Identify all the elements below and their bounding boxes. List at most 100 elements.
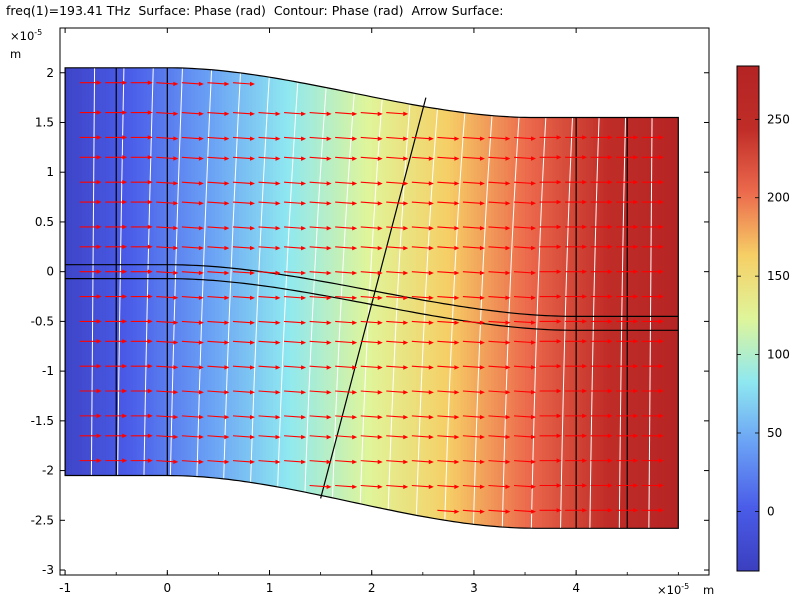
arrow-head (352, 270, 358, 276)
arrow (309, 365, 332, 370)
arrow (232, 136, 255, 141)
phase-surface-strip (334, 67, 339, 529)
arrow-head (531, 484, 537, 489)
arrow (641, 413, 664, 419)
arrow-head (428, 365, 434, 370)
phase-surface-strip (204, 67, 209, 529)
arrow (105, 433, 128, 438)
phase-surface-strip (112, 67, 117, 529)
domain-outline (64, 67, 679, 529)
phase-surface-strip (293, 67, 298, 529)
arrow (462, 365, 485, 370)
arrow-shaft (309, 156, 328, 160)
phase-surface-strip (279, 67, 284, 529)
arrow-shaft (335, 111, 354, 115)
arrow-head (326, 415, 332, 420)
arrow-shaft (513, 246, 533, 249)
arrow (232, 81, 255, 87)
phase-surface-strip (71, 67, 76, 529)
arrow-head (479, 295, 485, 301)
arrow-head (377, 245, 383, 251)
arrow (590, 269, 613, 274)
arrow-head (326, 295, 332, 301)
arrow-head (249, 111, 255, 117)
arrow-head (147, 80, 153, 85)
phase-surface-strip (572, 67, 577, 529)
phase-surface-strip (157, 67, 162, 529)
arrow-head (96, 319, 102, 324)
phase-surface-strip (266, 67, 271, 529)
arrow-head (224, 201, 230, 206)
arrow (130, 155, 153, 160)
arrow-shaft (284, 435, 303, 438)
arrow-shaft (181, 226, 200, 229)
contour-line (331, 71, 357, 521)
arrow-head (607, 458, 613, 463)
arrow (156, 414, 179, 420)
arrow-head (147, 110, 153, 115)
arrow-head (403, 320, 409, 325)
arrow-head (275, 181, 281, 186)
arrow-head (479, 136, 485, 141)
arrow-head (607, 483, 613, 488)
arrow-head (326, 156, 332, 161)
arrow (488, 434, 511, 440)
arrow-head (301, 320, 307, 325)
arrow (641, 135, 664, 140)
arrow-head (173, 414, 179, 420)
arrow (386, 201, 409, 206)
phase-surface-strip (163, 67, 168, 529)
arrow-shaft (513, 156, 533, 160)
arrow-head (454, 414, 460, 420)
phase-surface-strip (269, 67, 274, 529)
arrow (513, 156, 537, 161)
arrow-head (377, 201, 383, 206)
arrow-head (403, 295, 409, 301)
arrow (590, 483, 613, 488)
arrow (437, 484, 460, 490)
arrow (565, 433, 588, 438)
arrow-head (301, 201, 307, 206)
arrow-head (249, 245, 255, 251)
arrow-head (582, 388, 588, 394)
arrow (539, 319, 562, 324)
arrow (590, 244, 613, 249)
arrow-shaft (437, 136, 456, 140)
arrow-shaft (309, 340, 328, 344)
arrow (616, 433, 639, 438)
arrow-head (505, 295, 511, 300)
arrow (386, 111, 409, 117)
arrow (181, 111, 204, 116)
phase-surface-strip (143, 67, 148, 529)
arrow (386, 181, 409, 186)
arrow (386, 390, 409, 395)
arrow-head (454, 459, 460, 465)
arrow (616, 135, 639, 140)
arrow (156, 81, 179, 87)
arrow (335, 201, 358, 206)
contour-line (386, 82, 413, 529)
arrow (284, 390, 307, 395)
arrow (105, 413, 128, 419)
arrow-head (301, 136, 307, 141)
contour-line (276, 67, 300, 509)
phase-surface-strip (317, 67, 322, 529)
arrow (386, 434, 409, 440)
arrow-head (96, 363, 102, 369)
arrow (616, 269, 639, 274)
arrow-head (505, 434, 511, 440)
arrow-shaft (488, 320, 507, 324)
arrow (181, 181, 204, 186)
arrow (79, 413, 102, 419)
arrow (156, 225, 179, 231)
arrow (335, 156, 358, 161)
arrow (258, 295, 281, 301)
arrow-shaft (335, 320, 354, 324)
arrow (207, 340, 230, 345)
arrow (437, 295, 460, 301)
arrow (309, 111, 332, 117)
arrow (411, 415, 434, 420)
arrow-head (198, 156, 204, 161)
arrow-head (582, 244, 588, 249)
arrow-head (658, 135, 664, 140)
